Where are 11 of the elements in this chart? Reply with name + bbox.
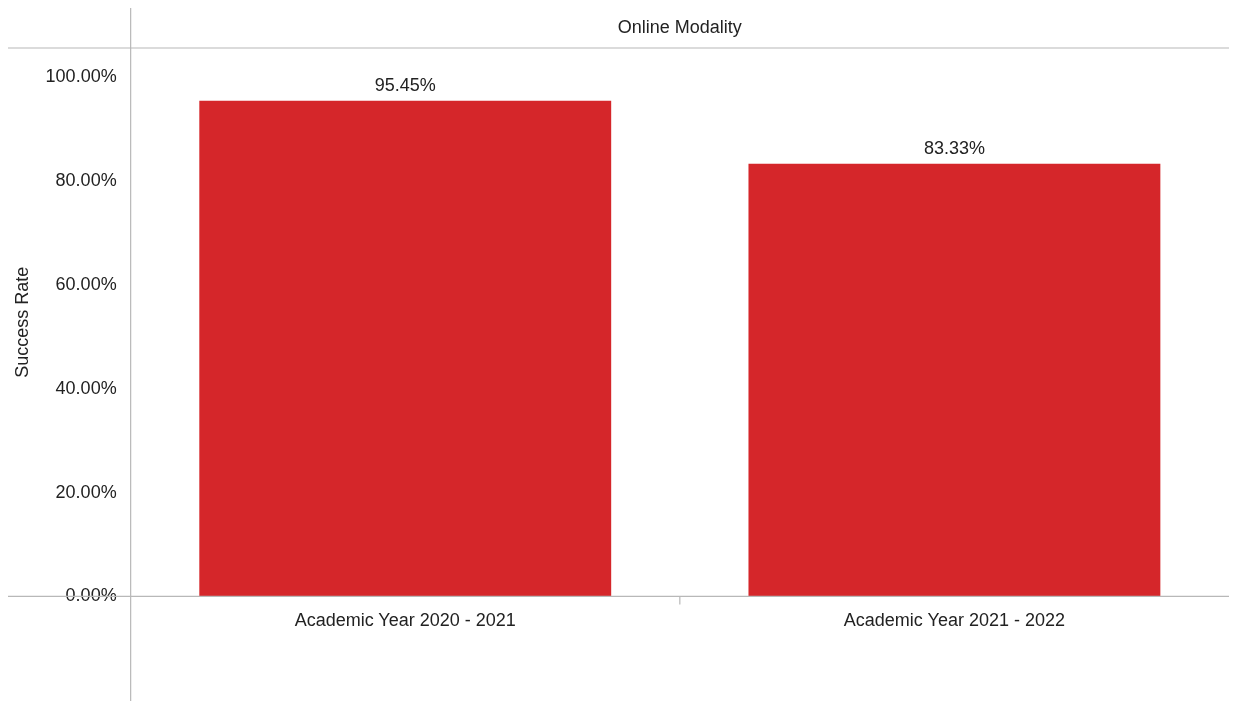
x-tick-label: Academic Year 2021 - 2022 [843,610,1065,631]
y-tick-label: 100.00% [45,66,117,87]
y-tick-label: 80.00% [55,169,117,190]
data-label: 83.33% [923,137,985,158]
y-tick-label: 20.00% [55,481,117,502]
y-tick-label: 60.00% [55,273,117,294]
y-tick-label: 40.00% [55,377,117,398]
x-tick-label: Academic Year 2020 - 2021 [294,610,516,631]
y-axis-title: Success Rate [11,266,32,378]
data-label: 95.45% [374,74,436,95]
chart-title: Online Modality [617,16,742,37]
